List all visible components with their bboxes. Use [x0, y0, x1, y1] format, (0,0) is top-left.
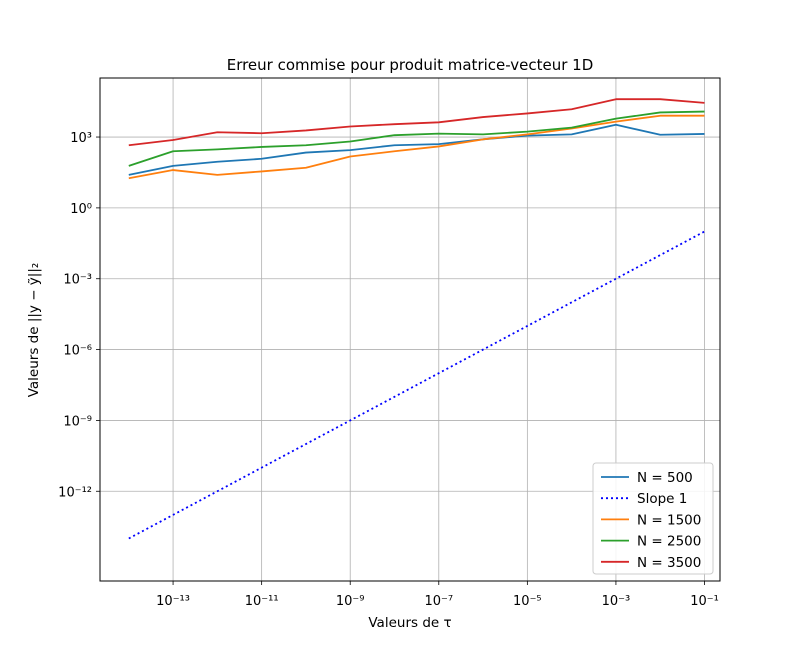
x-tick-label: 10⁻⁵ — [513, 594, 542, 609]
x-tick-label: 10⁻¹³ — [156, 594, 190, 609]
legend-label: Slope 1 — [637, 491, 687, 507]
series-line-1 — [128, 123, 705, 176]
legend-label: N = 500 — [637, 470, 693, 486]
y-tick-label: 10⁻⁶ — [63, 344, 92, 359]
series-line-5 — [128, 98, 705, 147]
series-lines — [128, 98, 705, 540]
grid — [100, 78, 720, 581]
plot-area-frame — [99, 77, 721, 582]
x-tick-label: 10⁻⁷ — [424, 594, 453, 609]
legend-label: N = 3500 — [637, 555, 701, 571]
legend-box — [592, 462, 714, 575]
axis-ticks: 10⁻¹³ 10⁻¹¹ 10⁻⁹ 10⁻⁷ 10⁻⁵ 10⁻³ 10⁻¹ 10³ 10⁰ 10⁻³… — [58, 131, 719, 609]
y-axis-label: Valeurs de ||y − ỹ||₂ — [26, 263, 42, 398]
y-tick-label: 10⁻³ — [63, 273, 92, 288]
x-axis-label: Valeurs de τ — [368, 615, 451, 631]
x-tick-label: 10⁻¹ — [690, 594, 719, 609]
legend-label: N = 1500 — [637, 512, 701, 528]
x-tick-label: 10⁻¹¹ — [245, 594, 279, 609]
legend-label: N = 2500 — [637, 534, 701, 550]
series-line-3 — [128, 114, 705, 180]
series-line-2 — [128, 230, 705, 540]
x-tick-label: 10⁻⁹ — [336, 594, 365, 609]
legend: N = 500 Slope 1 N = 1500 N = 2500 N = 3500 — [592, 462, 714, 575]
y-tick-label: 10⁻¹² — [58, 485, 92, 500]
chart-title: Erreur commise pour produit matrice-vect… — [227, 56, 594, 74]
y-tick-label: 10⁰ — [70, 202, 92, 217]
y-tick-label: 10³ — [70, 131, 92, 146]
series-line-4 — [128, 110, 705, 167]
y-tick-label: 10⁻⁹ — [63, 414, 92, 429]
x-tick-label: 10⁻³ — [602, 594, 631, 609]
